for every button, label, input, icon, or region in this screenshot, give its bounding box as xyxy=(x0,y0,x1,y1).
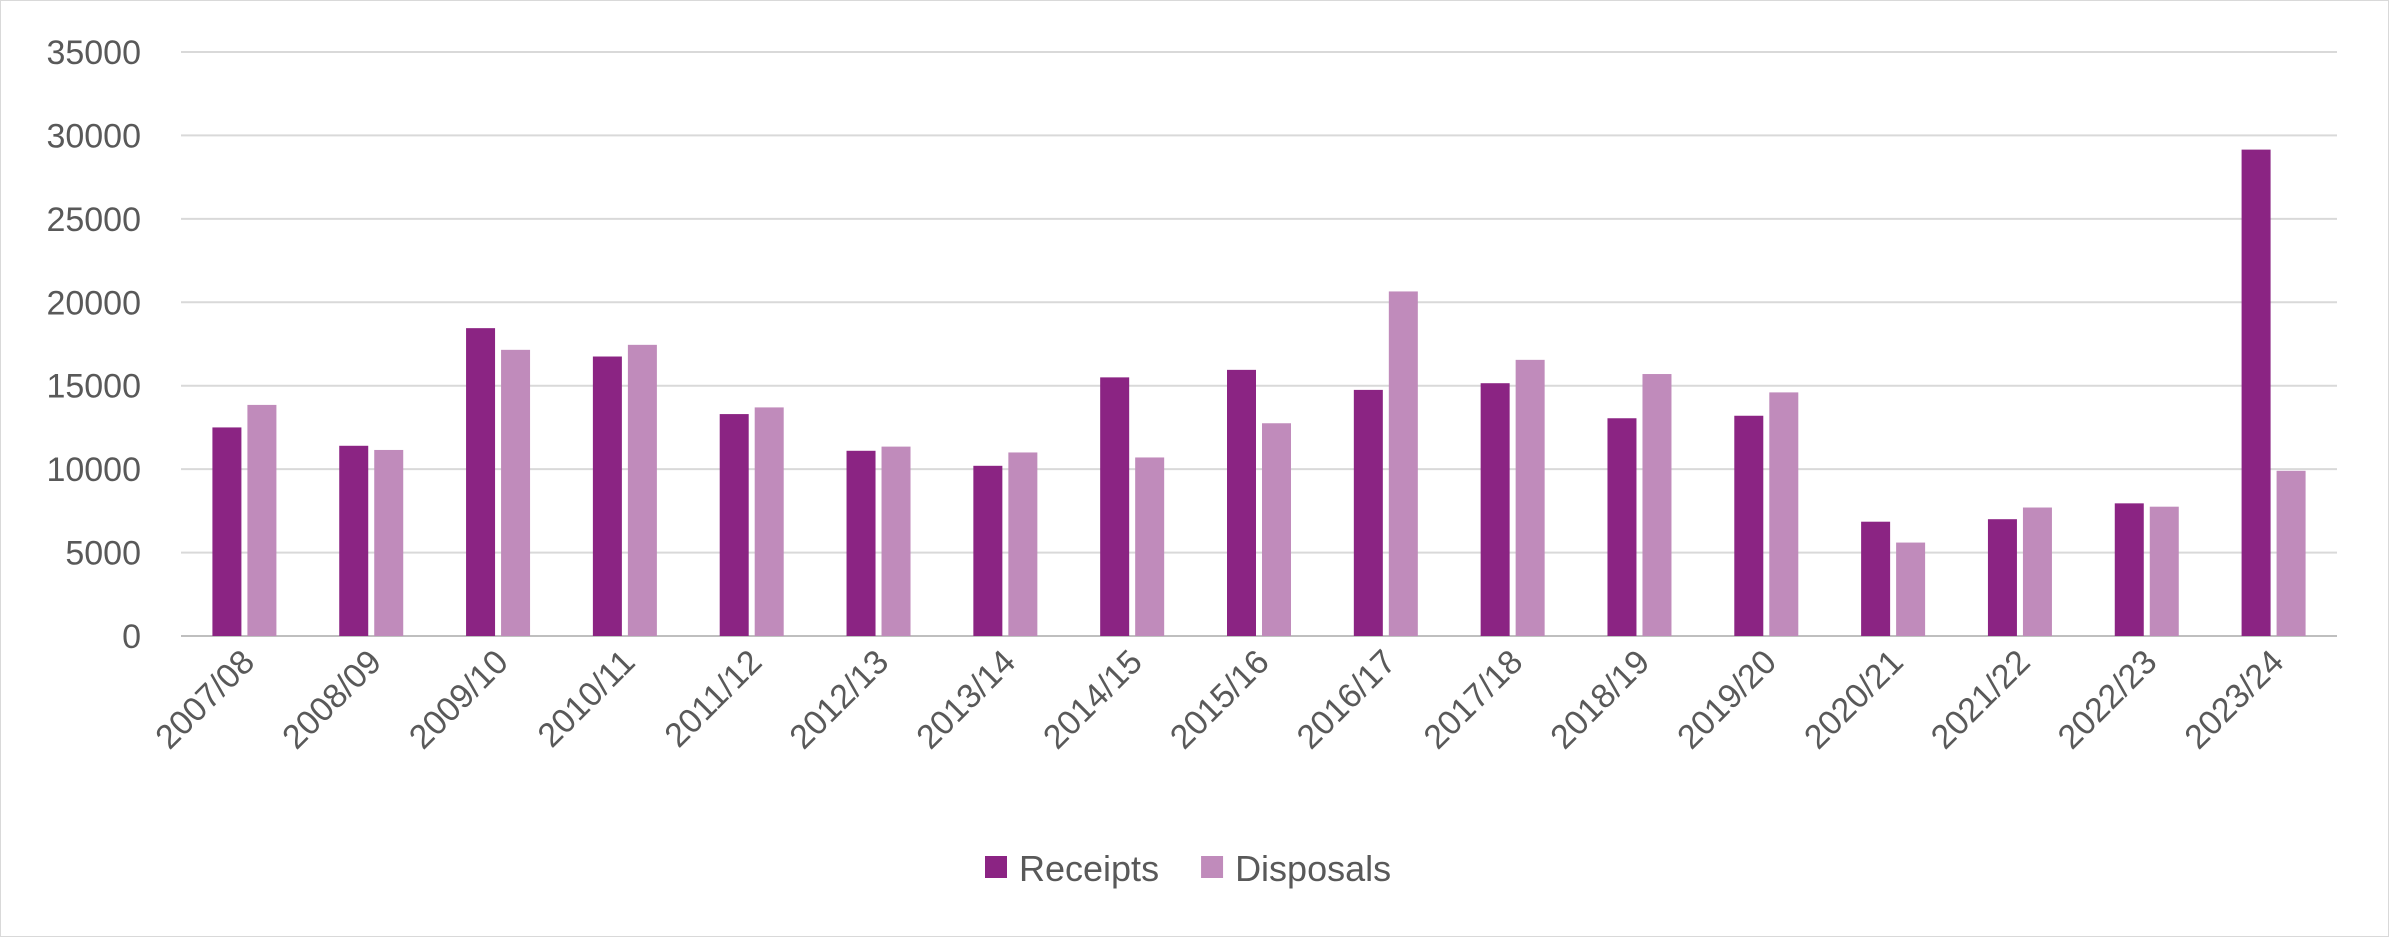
bar-disposals-2016-17 xyxy=(1388,291,1418,636)
y-tick-label: 15000 xyxy=(46,368,141,406)
y-tick-label: 25000 xyxy=(46,201,141,239)
y-tick-label: 0 xyxy=(122,618,141,656)
x-tick-label: 2007/08 xyxy=(148,643,262,757)
bar-disposals-2012-13 xyxy=(881,446,911,636)
gridlines xyxy=(181,51,2337,637)
x-tick-label: 2017/18 xyxy=(1417,643,1531,757)
bar-receipts-2018-19 xyxy=(1607,418,1637,636)
y-tick-label: 30000 xyxy=(46,117,141,155)
bar-receipts-2012-13 xyxy=(846,450,876,636)
bar-disposals-2015-16 xyxy=(1262,423,1291,636)
bar-disposals-2014-15 xyxy=(1135,457,1165,636)
bar-disposals-2011-12 xyxy=(754,407,784,636)
bar-receipts-2014-15 xyxy=(1100,377,1130,636)
bar-disposals-2008-09 xyxy=(374,449,404,636)
bar-receipts-2009-10 xyxy=(466,328,496,636)
bar-disposals-2023-24 xyxy=(2276,470,2306,636)
x-tick-label: 2012/13 xyxy=(782,643,896,757)
bars xyxy=(212,149,2306,636)
x-tick-label: 2020/21 xyxy=(1797,643,1911,757)
bar-disposals-2018-19 xyxy=(1642,374,1672,636)
legend: Receipts Disposals xyxy=(985,848,1391,889)
bar-receipts-2007-08 xyxy=(212,427,242,636)
legend-swatch-disposals xyxy=(1201,856,1224,878)
bar-disposals-2021-22 xyxy=(2022,507,2052,636)
bar-disposals-2009-10 xyxy=(501,349,531,636)
x-tick-label: 2013/14 xyxy=(909,643,1023,757)
legend-label-disposals: Disposals xyxy=(1235,848,1391,889)
x-tick-label: 2011/12 xyxy=(657,643,769,755)
y-tick-label: 10000 xyxy=(46,451,141,489)
bar-receipts-2021-22 xyxy=(1987,519,2017,636)
bar-disposals-2017-18 xyxy=(1515,359,1545,636)
bar-disposals-2010-11 xyxy=(627,344,657,636)
y-axis-tick-labels: 0 5000 10000 15000 20000 25000 30000 35000 xyxy=(46,34,141,656)
x-tick-label: 2023/24 xyxy=(2177,643,2291,757)
bar-receipts-2022-23 xyxy=(2114,503,2144,636)
x-tick-label: 2021/22 xyxy=(1924,643,2038,757)
x-tick-label: 2014/15 xyxy=(1036,643,1150,757)
bar-receipts-2017-18 xyxy=(1480,383,1510,636)
bar-receipts-2016-17 xyxy=(1353,389,1383,636)
bar-receipts-2020-21 xyxy=(1861,521,1891,636)
x-tick-label: 2008/09 xyxy=(275,643,389,757)
legend-item-receipts: Receipts xyxy=(985,848,1159,889)
x-tick-label: 2018/19 xyxy=(1543,643,1657,757)
bar-receipts-2008-09 xyxy=(339,445,369,636)
bar-receipts-2015-16 xyxy=(1227,369,1256,636)
x-tick-label: 2016/17 xyxy=(1290,643,1404,757)
bar-receipts-2011-12 xyxy=(719,414,749,636)
bar-disposals-2013-14 xyxy=(1008,452,1038,636)
bar-receipts-2010-11 xyxy=(592,356,622,636)
x-tick-label: 2022/23 xyxy=(2051,643,2165,757)
bar-disposals-2020-21 xyxy=(1896,542,1926,636)
y-tick-label: 5000 xyxy=(65,535,141,573)
bar-receipts-2023-24 xyxy=(2241,149,2271,636)
y-tick-label: 35000 xyxy=(46,34,141,72)
bar-disposals-2007-08 xyxy=(247,404,277,636)
x-tick-label: 2010/11 xyxy=(531,643,643,755)
bar-disposals-2019-20 xyxy=(1769,392,1799,636)
legend-item-disposals: Disposals xyxy=(1201,848,1391,889)
bar-receipts-2013-14 xyxy=(973,465,1003,636)
bar-disposals-2022-23 xyxy=(2149,506,2179,636)
x-axis-tick-labels: 2007/08 2008/09 2009/10 2010/11 2011/12 2012/… xyxy=(148,643,2291,757)
legend-swatch-receipts xyxy=(985,856,1007,878)
legend-label-receipts: Receipts xyxy=(1019,848,1159,889)
x-tick-label: 2015/16 xyxy=(1163,643,1277,757)
y-tick-label: 20000 xyxy=(46,284,141,322)
bar-receipts-2019-20 xyxy=(1734,415,1764,636)
x-tick-label: 2019/20 xyxy=(1670,643,1784,757)
x-tick-label: 2009/10 xyxy=(402,643,516,757)
